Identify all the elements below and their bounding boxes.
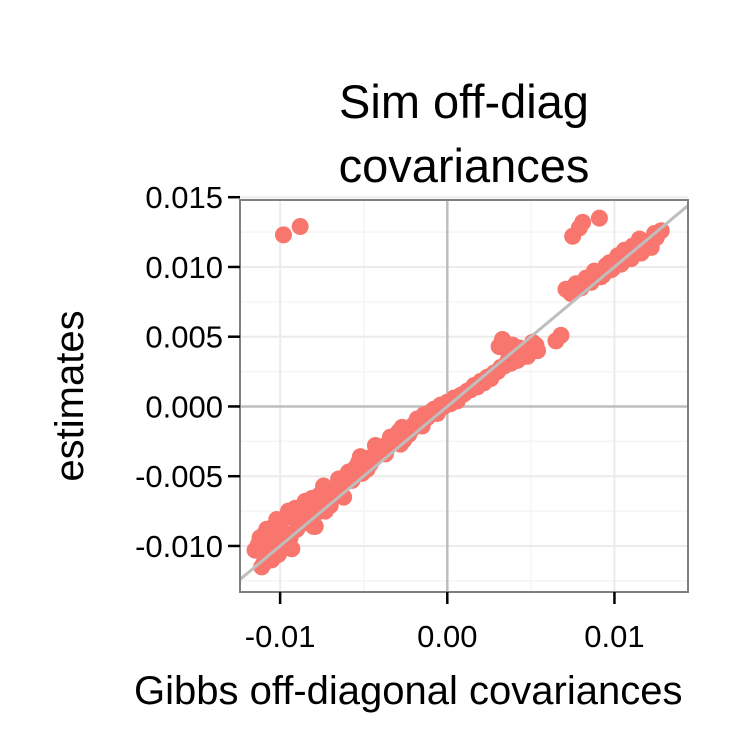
data-point [620, 248, 638, 266]
identity-line [239, 204, 689, 581]
plot-frame [239, 199, 689, 593]
x-tick-label: 0.00 [417, 619, 477, 654]
data-point [552, 326, 570, 344]
y-tick-label: 0.010 [145, 250, 223, 285]
data-point [274, 226, 292, 244]
chart-title-line-1: Sim off-diag [339, 75, 589, 128]
x-axis-title: Gibbs off-diagonal covariances [134, 669, 682, 713]
data-point [590, 209, 608, 227]
data-point [527, 336, 545, 354]
data-point [306, 517, 324, 535]
data-point [636, 236, 654, 254]
x-tick-label: -0.01 [245, 619, 316, 654]
chart-title-line-2: covariances [339, 139, 590, 192]
data-point [256, 524, 274, 542]
data-point [493, 331, 511, 349]
y-tick-label: 0.005 [145, 320, 223, 355]
data-point [279, 502, 297, 520]
y-tick-label: 0.000 [145, 389, 223, 424]
y-axis-title: estimates [48, 310, 92, 481]
y-tick-label: -0.010 [135, 529, 223, 564]
identity-line-group [239, 204, 689, 581]
y-tick-label: 0.015 [145, 180, 223, 215]
data-point [291, 218, 309, 236]
x-axis: -0.01 0.00 0.01 [245, 592, 645, 654]
x-tick-label: 0.01 [584, 619, 644, 654]
y-tick-label: -0.005 [135, 459, 223, 494]
data-point [574, 213, 592, 231]
data-point [296, 492, 314, 510]
data-point [258, 543, 276, 561]
data-point [335, 488, 353, 506]
y-axis: -0.010 -0.005 0.000 0.005 0.010 0.015 [135, 180, 240, 564]
